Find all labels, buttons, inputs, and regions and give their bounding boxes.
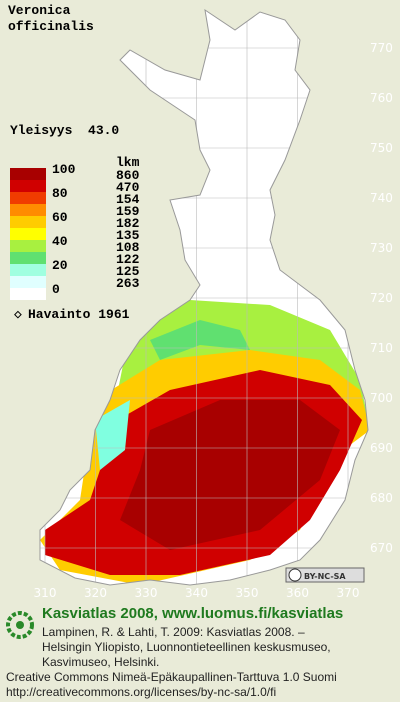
legend-count: 125 [116, 264, 140, 279]
y-tick-label: 690 [370, 441, 393, 455]
y-tick-label: 710 [370, 341, 393, 355]
region-green [150, 320, 250, 360]
x-tick-label: 330 [135, 586, 158, 600]
y-tick-label: 720 [370, 291, 393, 305]
legend-swatch [10, 240, 46, 252]
observation: Havainto 1961 [28, 307, 130, 322]
badge-box [285, 567, 365, 583]
x-tick-label: 350 [236, 586, 259, 600]
region-top [120, 400, 340, 550]
license-badge: BY-NC-SA [285, 567, 365, 583]
x-tick-label: 360 [286, 586, 309, 600]
logo [6, 611, 34, 639]
legend-count: 860 [116, 168, 140, 183]
observation-marker: ◇ [14, 307, 22, 322]
logo-ring [6, 611, 34, 639]
legend-scale-label: 100 [52, 162, 76, 177]
legend-count: 122 [116, 252, 140, 267]
legend-swatch [10, 168, 46, 180]
y-tick-label: 750 [370, 141, 393, 155]
legend-count: 108 [116, 240, 140, 255]
legend-count: 159 [116, 204, 140, 219]
y-tick-label: 770 [370, 41, 393, 55]
legend-scale-label: 60 [52, 210, 68, 225]
citation-line: Lampinen, R. & Lahti, T. 2009: Kasviatla… [42, 625, 305, 639]
badge-icon [288, 568, 302, 582]
y-tick-label: 700 [370, 391, 393, 405]
region-cyan [95, 400, 130, 470]
citation-line: Kasvimuseo, Helsinki. [42, 655, 159, 669]
x-tick-label: 310 [34, 586, 57, 600]
y-tick-label: 670 [370, 541, 393, 555]
badge-text: BY-NC-SA [304, 572, 346, 581]
legend-swatch [10, 264, 46, 276]
legend-swatch [10, 228, 46, 240]
legend-count: 263 [116, 276, 140, 291]
count-header: lkm [116, 155, 140, 170]
frequency: Yleisyys 43.0 [10, 123, 119, 138]
y-tick-label: 760 [370, 91, 393, 105]
species-genus: Veronica [8, 3, 71, 18]
x-tick-label: 320 [84, 586, 107, 600]
legend-swatch [10, 216, 46, 228]
legend-scale-label: 40 [52, 234, 68, 249]
species-name: officinalis [8, 19, 94, 34]
citation-line: Helsingin Yliopisto, Luonnontieteellinen… [42, 640, 331, 654]
x-tick-label: 370 [337, 586, 360, 600]
legend-scale-label: 20 [52, 258, 68, 273]
map-outline [39, 8, 369, 586]
legend-swatch-zero [10, 288, 46, 300]
legend-swatch [10, 252, 46, 264]
y-tick-label: 680 [370, 491, 393, 505]
legend-swatch [10, 192, 46, 204]
y-tick-label: 740 [370, 191, 393, 205]
legend-scale-label: 80 [52, 186, 68, 201]
y-tick-label: 730 [370, 241, 393, 255]
legend-count: 182 [116, 216, 140, 231]
legend-swatch [10, 204, 46, 216]
legend-swatch [10, 180, 46, 192]
legend-count: 470 [116, 180, 140, 195]
footer-title: Kasviatlas 2008, www.luomus.fi/kasviatla… [42, 605, 343, 622]
logo-core [16, 621, 24, 629]
x-tick-label: 340 [185, 586, 208, 600]
legend-count: 135 [116, 228, 140, 243]
legend-scale-label: 0 [52, 282, 60, 297]
legend-swatch [10, 276, 46, 288]
legend-count: 154 [116, 192, 140, 207]
license-text: Creative Commons Nimeä-Epäkaupallinen-Ta… [6, 670, 337, 684]
license-url: http://creativecommons.org/licenses/by-n… [6, 685, 276, 699]
